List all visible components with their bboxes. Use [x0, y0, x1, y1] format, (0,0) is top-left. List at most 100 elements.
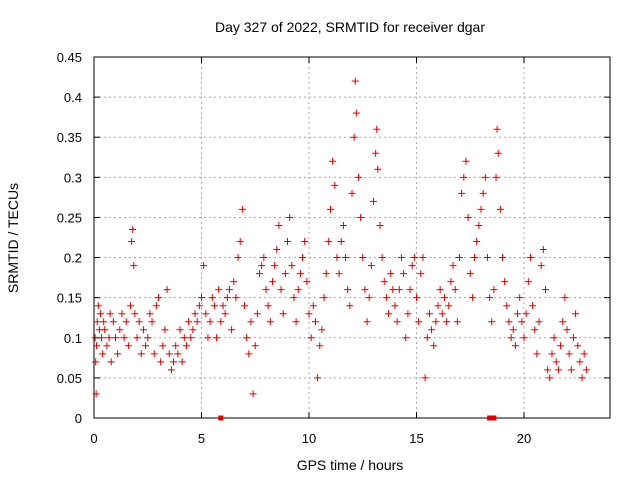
- data-point-plus: [191, 310, 199, 318]
- data-point-plus: [518, 318, 526, 326]
- data-point-plus: [124, 342, 132, 350]
- data-point-plus: [200, 262, 208, 270]
- data-point-plus: [524, 278, 532, 286]
- data-point-plus: [569, 334, 577, 342]
- x-tick-label: 20: [517, 431, 531, 446]
- data-point-plus: [311, 318, 319, 326]
- x-tick-label: 5: [198, 431, 205, 446]
- data-point-plus: [453, 318, 461, 326]
- data-point-plus: [260, 254, 268, 262]
- data-point-plus: [172, 342, 180, 350]
- data-point-plus: [245, 350, 253, 358]
- data-point-plus: [486, 294, 494, 302]
- data-point-plus: [385, 310, 393, 318]
- data-point-plus: [236, 238, 244, 246]
- y-tick-label: 0.4: [64, 90, 82, 105]
- data-point-plus: [135, 318, 143, 326]
- data-point-plus: [419, 254, 427, 262]
- data-point-plus: [529, 302, 537, 310]
- data-point-plus: [264, 302, 272, 310]
- data-point-plus: [91, 334, 99, 342]
- data-points: [91, 77, 590, 398]
- data-point-plus: [559, 318, 567, 326]
- zero-value-markers: [218, 415, 497, 421]
- data-point-plus: [413, 294, 420, 302]
- data-point-plus: [303, 278, 311, 286]
- chart-title: Day 327 of 2022, SRMTID for receiver dga…: [215, 19, 485, 35]
- data-point-plus: [305, 310, 313, 318]
- data-point-plus: [550, 334, 558, 342]
- grid-lines: [94, 57, 610, 418]
- data-point-plus: [567, 366, 575, 374]
- data-point-plus: [189, 326, 197, 334]
- data-point-plus: [387, 270, 395, 278]
- data-point-plus: [516, 294, 524, 302]
- data-point-plus: [499, 254, 506, 262]
- data-point-plus: [373, 125, 381, 133]
- data-point-plus: [118, 310, 126, 318]
- data-point-plus: [376, 221, 384, 229]
- data-point-plus: [193, 318, 201, 326]
- data-point-plus: [432, 318, 440, 326]
- data-point-plus: [351, 77, 359, 85]
- data-point-plus: [114, 350, 122, 358]
- x-tick-label: 10: [302, 431, 316, 446]
- data-point-plus: [129, 225, 137, 233]
- data-point-plus: [552, 358, 560, 366]
- data-point-plus: [262, 286, 270, 294]
- data-point-plus: [537, 262, 545, 270]
- data-point-plus: [462, 157, 470, 165]
- data-point-plus: [496, 205, 504, 213]
- data-point-plus: [397, 254, 405, 262]
- data-point-plus: [365, 294, 373, 302]
- data-point-plus: [307, 334, 315, 342]
- y-tick-labels: 0 0.05 0.1 0.15 0.2 0.25 0.3 0.35 0.4 0.45: [57, 50, 82, 426]
- data-point-plus: [98, 334, 106, 342]
- data-point-plus: [546, 374, 554, 382]
- data-point-plus: [406, 286, 414, 294]
- y-tick-label: 0.05: [57, 371, 82, 386]
- data-point-plus: [354, 173, 362, 181]
- data-point-plus: [561, 294, 569, 302]
- data-point-plus: [539, 246, 547, 254]
- data-point-plus: [243, 334, 251, 342]
- data-point-plus: [314, 374, 322, 382]
- data-point-plus: [133, 334, 141, 342]
- data-point-plus: [488, 318, 496, 326]
- data-point-plus: [185, 318, 193, 326]
- data-point-plus: [350, 133, 358, 141]
- data-point-plus: [107, 358, 115, 366]
- data-point-plus: [204, 334, 212, 342]
- data-point-plus: [163, 286, 171, 294]
- data-point-plus: [443, 318, 451, 326]
- data-point-plus: [161, 326, 169, 334]
- data-point-plus: [148, 318, 156, 326]
- data-point-plus: [447, 278, 455, 286]
- data-point-plus: [456, 254, 463, 262]
- data-point-plus: [127, 302, 135, 310]
- data-point-plus: [322, 270, 330, 278]
- data-point-plus: [281, 270, 289, 278]
- data-point-plus: [290, 294, 298, 302]
- data-point-plus: [361, 286, 369, 294]
- data-point-plus: [180, 334, 188, 342]
- data-point-plus: [333, 254, 341, 262]
- data-point-plus: [112, 334, 119, 342]
- x-axis-label: GPS time / hours: [297, 457, 404, 473]
- data-point-plus: [372, 149, 380, 157]
- data-point-plus: [458, 189, 466, 197]
- data-point-plus: [225, 286, 233, 294]
- data-point-plus: [103, 342, 111, 350]
- data-point-plus: [223, 294, 231, 302]
- data-point-plus: [208, 294, 216, 302]
- data-point-plus: [445, 302, 453, 310]
- data-point-plus: [292, 318, 300, 326]
- data-point-plus: [286, 213, 294, 221]
- data-point-plus: [92, 390, 100, 398]
- data-point-plus: [436, 286, 444, 294]
- data-point-plus: [232, 294, 240, 302]
- data-point-plus: [415, 318, 423, 326]
- data-point-plus: [94, 302, 102, 310]
- data-point-plus: [277, 286, 285, 294]
